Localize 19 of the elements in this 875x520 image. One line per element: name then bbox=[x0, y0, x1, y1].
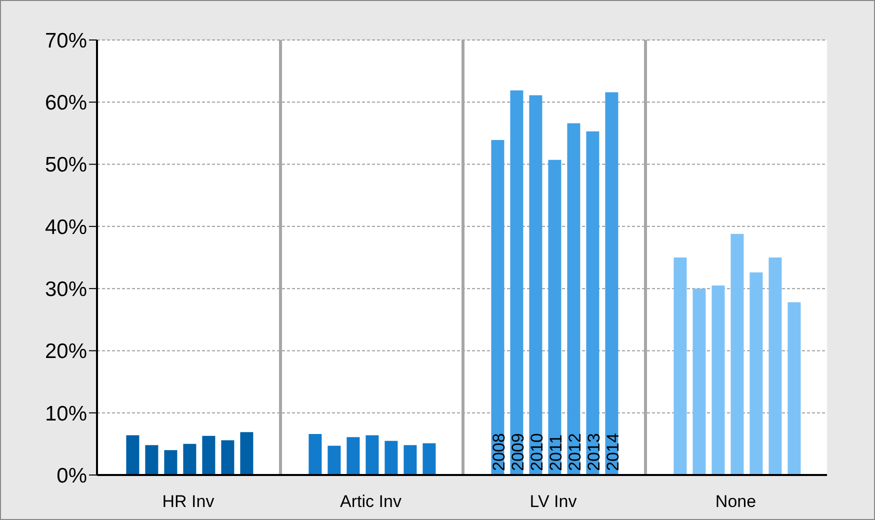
y-tick-label: 20% bbox=[44, 340, 87, 364]
series-label: 2009 bbox=[508, 433, 528, 471]
y-tick-label: 0% bbox=[56, 464, 87, 488]
series-label: 2011 bbox=[546, 434, 566, 471]
y-tick-label: 40% bbox=[44, 216, 87, 239]
y-tick-label: 10% bbox=[44, 402, 87, 426]
y-tick-label: 70% bbox=[44, 29, 87, 52]
x-tick-label: Artic Inv bbox=[340, 492, 402, 512]
series-label: 2010 bbox=[528, 433, 547, 471]
series-label: 2014 bbox=[604, 433, 623, 471]
series-label: 2013 bbox=[584, 433, 604, 471]
series-label: 2012 bbox=[566, 433, 585, 471]
x-tick-label: HR Inv bbox=[162, 492, 215, 512]
y-tick-label: 50% bbox=[44, 154, 87, 177]
series-label: 2008 bbox=[490, 433, 509, 471]
y-tick-label: 60% bbox=[44, 92, 87, 115]
x-tick-label: None bbox=[715, 492, 756, 512]
y-tick-label: 30% bbox=[44, 278, 87, 302]
x-tick-label: LV Inv bbox=[530, 492, 578, 512]
